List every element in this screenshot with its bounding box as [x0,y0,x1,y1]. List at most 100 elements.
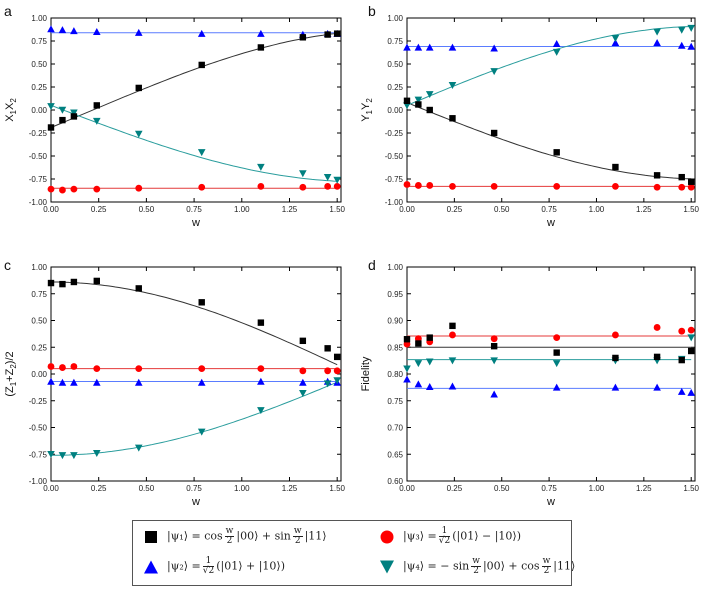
y-tick-label: 0.85 [387,343,403,352]
data-point-psi4 [323,173,332,181]
y-tick-label: 0.25 [31,343,47,352]
data-point-psi1 [415,101,422,108]
y-axis-label-part: 2 [9,364,18,369]
square-marker-icon [145,530,157,543]
data-point-psi3 [449,331,456,339]
x-tick-label: 0.00 [43,205,59,214]
y-tick-label: 0.00 [31,370,47,379]
y-axis-label-part: X [4,114,16,122]
x-axis-label: w [546,217,555,229]
data-point-psi4 [490,68,498,76]
data-point-psi2 [58,378,67,386]
legend-item-psi3: |ψ₃⟩ = 1 √2 (|01⟩ − |10⟩) [379,527,521,546]
data-point-psi2 [677,41,686,49]
data-point-psi2 [552,383,561,391]
x-tick-label: 0.00 [399,205,415,214]
y-axis-label: Fidelity [360,356,372,391]
data-point-psi2 [299,378,307,386]
y-axis-label-part: 2 [365,98,374,103]
data-point-psi1 [553,349,560,356]
y-axis-label: X1X2 [4,98,18,122]
y-tick-label: 0.25 [31,83,47,92]
data-point-psi3 [93,365,101,373]
data-point-psi2 [58,26,67,34]
data-point-psi3 [687,183,695,191]
data-point-psi4 [197,149,206,157]
data-point-psi3 [553,334,561,342]
data-point-psi1 [333,353,341,361]
data-point-psi2 [92,28,101,35]
x-tick-label: 0.25 [447,484,463,493]
y-tick-label: 0.70 [387,424,403,433]
legend-equation-psi1: |ψ₁⟩ = cos w 2 |00⟩ + sin w 2 |11⟩ [167,526,327,546]
data-point-psi1 [553,149,560,156]
y-tick-label: 0.00 [31,106,47,115]
data-point-psi1 [93,102,100,109]
y-tick-label: -0.25 [29,397,48,406]
data-point-psi3 [198,183,206,191]
data-point-psi4 [299,390,307,398]
y-tick-label: -1.00 [29,477,48,486]
y-tick-label: 0.90 [387,317,403,326]
legend-item-psi1: |ψ₁⟩ = cos w 2 |00⟩ + sin w 2 |11⟩ [143,527,327,546]
data-point-psi1 [426,106,433,114]
y-tick-label: 0.50 [31,60,47,69]
data-point-psi2 [414,380,423,388]
data-point-psi2 [653,383,661,391]
data-point-psi1 [324,31,331,38]
plot-frame [406,266,696,482]
data-point-psi3 [198,365,206,373]
plot-frame [406,17,696,203]
data-point-psi2 [414,43,423,51]
panel-label: c [4,257,11,273]
y-tick-label: -0.50 [29,424,48,433]
y-tick-label: 0.50 [31,317,47,326]
y-tick-label: 0.25 [387,83,403,92]
y-tick-label: -0.25 [385,129,404,138]
panel-label: d [368,257,376,273]
y-tick-label: -0.75 [29,175,48,184]
data-point-psi4 [653,28,661,36]
plot-frame [50,17,342,203]
data-point-psi1 [333,30,341,37]
y-tick-label: 0.75 [387,37,403,46]
data-point-psi1 [688,178,695,185]
x-tick-label: 1.25 [282,205,298,214]
triangle-down-marker-icon [380,560,394,573]
data-point-psi4 [257,407,265,415]
data-point-psi1 [198,61,205,69]
data-point-psi4 [70,109,78,117]
figure-canvas: 0.00 0.25 0.50 0.75 1.00 1.25 1.50 -1.00 -0.75 -0… [4,3,700,508]
data-point-psi1 [612,354,619,362]
data-point-psi1 [612,163,619,171]
data-point-psi2 [448,43,457,51]
data-point-psi4 [134,130,143,138]
data-point-psi1 [688,347,695,355]
x-tick-label: 1.00 [589,205,605,214]
data-point-psi1 [59,116,66,124]
data-point-psi3 [553,182,561,190]
data-point-psi3 [449,182,456,190]
data-point-psi1 [426,334,433,341]
data-point-psi1 [47,124,55,131]
y-axis-label-part: X [4,102,16,110]
y-axis-label: Y1Y2 [360,98,374,122]
x-tick-label: 0.00 [43,484,59,493]
y-tick-label: 0.75 [387,397,403,406]
y-tick-label: -0.75 [385,175,404,184]
data-point-psi2 [490,44,498,52]
data-point-psi4 [299,170,307,178]
data-point-psi4 [257,163,265,171]
data-point-psi3 [687,326,695,334]
data-point-psi3 [324,367,332,375]
data-point-psi4 [47,103,55,111]
data-point-psi1 [324,345,331,352]
data-point-psi3 [59,186,66,194]
fit-line-psi4 [406,26,692,106]
data-point-psi4 [677,26,686,34]
y-axis-label-part: Y [360,114,372,122]
data-point-psi3 [70,185,78,193]
data-point-psi3 [333,182,341,190]
x-tick-label: 0.75 [186,484,202,493]
fit-line-psi4 [50,104,338,182]
